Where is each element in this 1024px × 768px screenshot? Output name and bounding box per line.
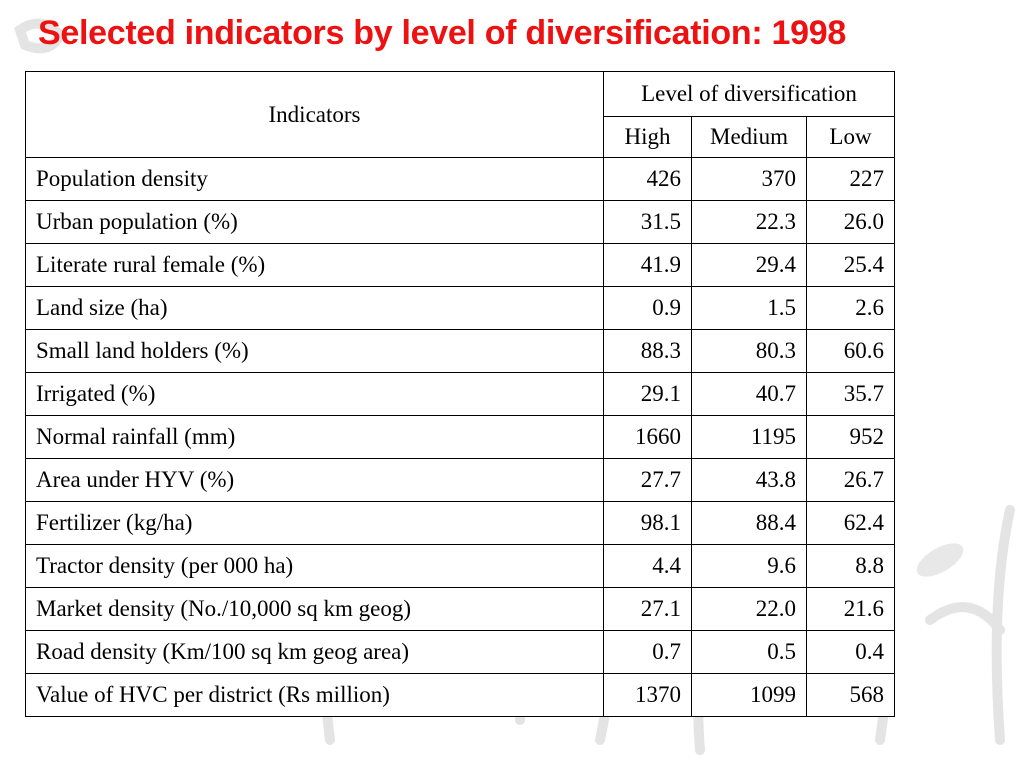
value-low: 26.0: [806, 200, 895, 244]
level-header-low: Low: [806, 116, 895, 158]
value-medium: 43.8: [691, 458, 807, 502]
value-low: 35.7: [806, 372, 895, 416]
diversification-level-header: Level of diversification: [603, 71, 895, 117]
value-medium: 1.5: [691, 286, 807, 330]
value-medium: 22.0: [691, 587, 807, 631]
table-row: Irrigated (%) 29.1 40.7 35.7: [25, 372, 895, 416]
value-medium: 370: [691, 157, 807, 201]
table-row: Fertilizer (kg/ha) 98.1 88.4 62.4: [25, 501, 895, 545]
table-row: Small land holders (%) 88.3 80.3 60.6: [25, 329, 895, 373]
value-high: 0.9: [603, 286, 692, 330]
indicator-label: Tractor density (per 000 ha): [25, 544, 604, 588]
value-medium: 80.3: [691, 329, 807, 373]
value-high: 31.5: [603, 200, 692, 244]
value-medium: 40.7: [691, 372, 807, 416]
level-header-row: High Medium Low: [26, 116, 895, 158]
table-row: Market density (No./10,000 sq km geog) 27…: [25, 587, 895, 631]
value-low: 62.4: [806, 501, 895, 545]
indicators-header: Indicators: [25, 71, 604, 158]
indicator-label: Market density (No./10,000 sq km geog): [25, 587, 604, 631]
indicator-rows: Population density 426 370 227 Urban populat…: [25, 157, 895, 717]
value-medium: 88.4: [691, 501, 807, 545]
value-high: 27.7: [603, 458, 692, 502]
value-low: 568: [806, 673, 895, 717]
indicator-label: Irrigated (%): [25, 372, 604, 416]
value-medium: 22.3: [691, 200, 807, 244]
value-medium: 9.6: [691, 544, 807, 588]
page-title: Selected indicators by level of diversif…: [38, 14, 846, 52]
table-row: Land size (ha) 0.9 1.5 2.6: [25, 286, 895, 330]
value-high: 4.4: [603, 544, 692, 588]
table-row: Urban population (%) 31.5 22.3 26.0: [25, 200, 895, 244]
value-low: 26.7: [806, 458, 895, 502]
value-low: 952: [806, 415, 895, 459]
indicator-label: Literate rural female (%): [25, 243, 604, 287]
value-high: 98.1: [603, 501, 692, 545]
indicator-label: Road density (Km/100 sq km geog area): [25, 630, 604, 674]
table-row: Tractor density (per 000 ha) 4.4 9.6 8.8: [25, 544, 895, 588]
value-high: 1370: [603, 673, 692, 717]
table-row: Value of HVC per district (Rs million) 13…: [25, 673, 895, 717]
value-high: 88.3: [603, 329, 692, 373]
value-low: 60.6: [806, 329, 895, 373]
value-medium: 0.5: [691, 630, 807, 674]
table-row: Population density 426 370 227: [25, 157, 895, 201]
value-low: 0.4: [806, 630, 895, 674]
indicator-label: Land size (ha): [25, 286, 604, 330]
table-row: Area under HYV (%) 27.7 43.8 26.7: [25, 458, 895, 502]
value-low: 21.6: [806, 587, 895, 631]
value-high: 29.1: [603, 372, 692, 416]
indicators-table: Indicators Level of diversification High…: [25, 71, 895, 717]
value-low: 227: [806, 157, 895, 201]
table-row: Normal rainfall (mm) 1660 1195 952: [25, 415, 895, 459]
value-high: 27.1: [603, 587, 692, 631]
indicator-label: Population density: [25, 157, 604, 201]
indicator-label: Urban population (%): [25, 200, 604, 244]
value-high: 41.9: [603, 243, 692, 287]
indicator-label: Small land holders (%): [25, 329, 604, 373]
indicator-label: Normal rainfall (mm): [25, 415, 604, 459]
table-row: Literate rural female (%) 41.9 29.4 25.4: [25, 243, 895, 287]
table-row: Road density (Km/100 sq km geog area) 0.7…: [25, 630, 895, 674]
value-medium: 29.4: [691, 243, 807, 287]
value-high: 426: [603, 157, 692, 201]
indicator-label: Value of HVC per district (Rs million): [25, 673, 604, 717]
value-high: 1660: [603, 415, 692, 459]
indicator-label: Area under HYV (%): [25, 458, 604, 502]
indicator-label: Fertilizer (kg/ha): [25, 501, 604, 545]
value-high: 0.7: [603, 630, 692, 674]
value-medium: 1195: [691, 415, 807, 459]
value-low: 25.4: [806, 243, 895, 287]
value-low: 2.6: [806, 286, 895, 330]
value-low: 8.8: [806, 544, 895, 588]
value-medium: 1099: [691, 673, 807, 717]
level-header-high: High: [603, 116, 692, 158]
level-header-medium: Medium: [691, 116, 807, 158]
